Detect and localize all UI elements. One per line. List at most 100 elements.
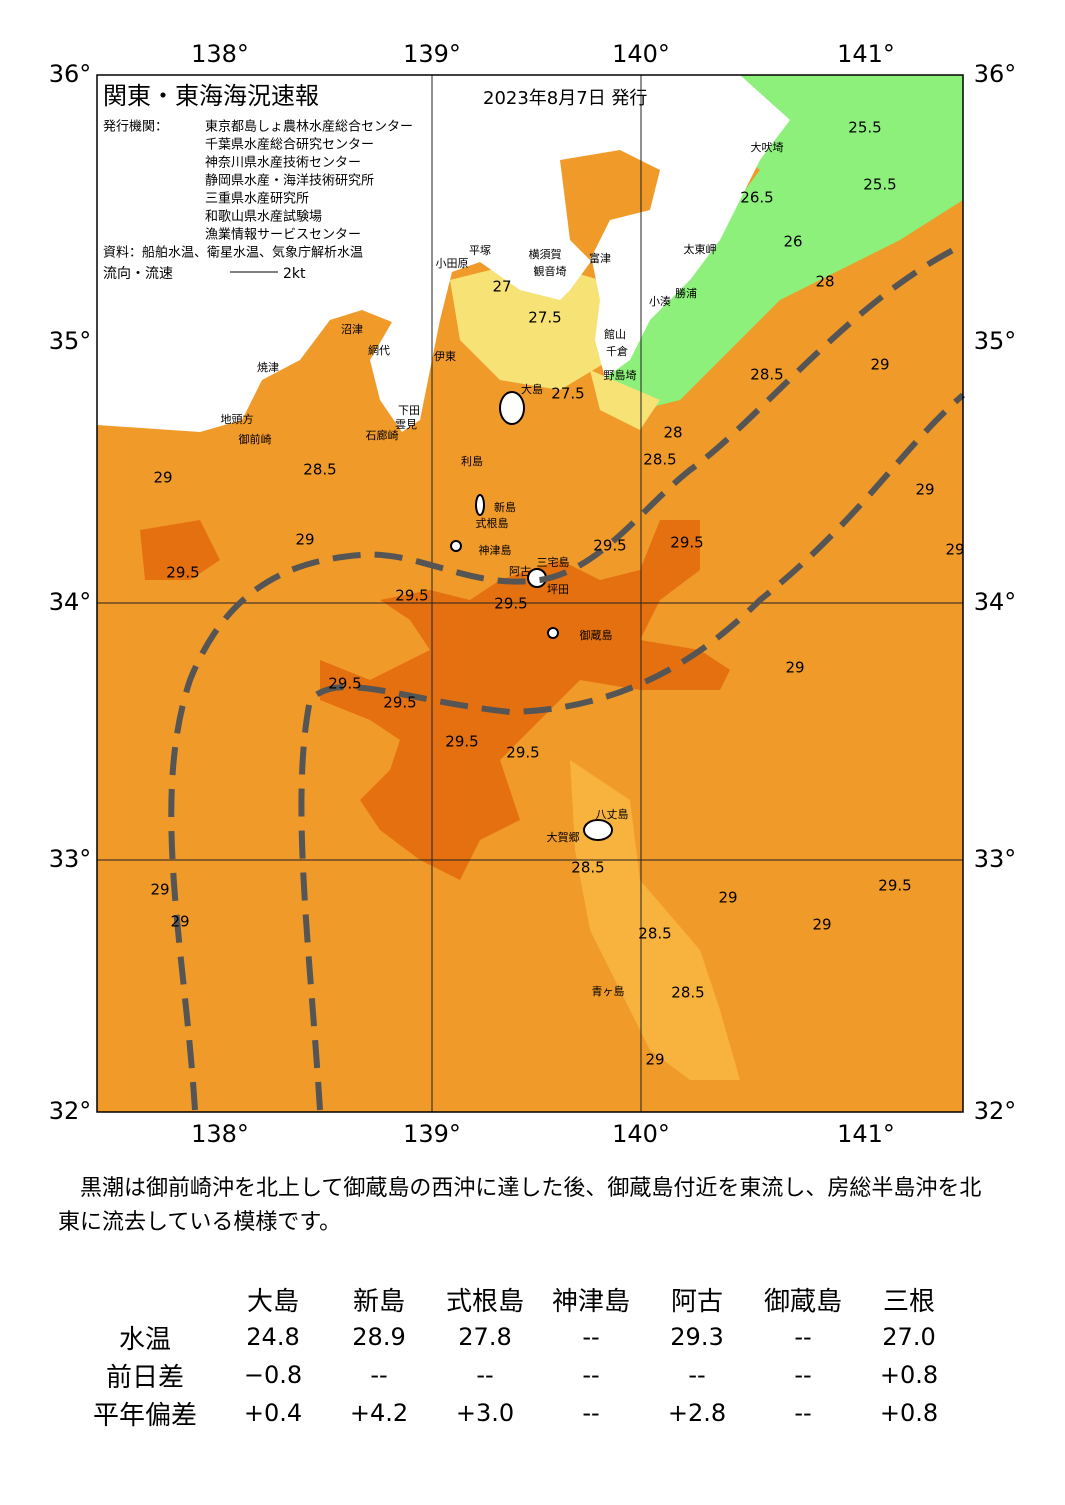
contour-label: 28 — [815, 273, 834, 291]
cell: 24.8 — [246, 1323, 300, 1351]
contour-label: 27.5 — [528, 309, 561, 327]
lat-label: 33° — [49, 845, 92, 873]
cell: -- — [688, 1361, 706, 1389]
flow-label: 流向・流速 — [103, 266, 173, 282]
issuer: 神奈川県水産技術センター — [205, 155, 361, 171]
contour-label: 29.5 — [395, 587, 428, 605]
lon-label: 140° — [612, 1120, 670, 1148]
contour-label: 29.5 — [328, 675, 361, 693]
island — [547, 627, 559, 639]
place-label: 太東岬 — [684, 243, 717, 256]
contour-label: 27 — [492, 278, 511, 296]
lon-label: 138° — [191, 1120, 249, 1148]
sagami-water — [450, 260, 610, 390]
lat-label: 36° — [49, 60, 92, 88]
place-label: 式根島 — [476, 516, 509, 530]
contour-label: 29.5 — [506, 744, 539, 762]
grid — [97, 75, 963, 1112]
place-label: 大島 — [521, 382, 543, 396]
cell: 27.8 — [458, 1323, 512, 1351]
sources: 資料：船舶水温、衛星水温、気象庁解析水温 — [103, 245, 363, 261]
lon-label: 139° — [403, 40, 461, 68]
cell: -- — [370, 1361, 388, 1389]
place-label: 新島 — [494, 500, 516, 514]
cell: -- — [794, 1361, 812, 1389]
place-label: 大吠埼 — [751, 140, 784, 154]
cell: -- — [582, 1323, 600, 1351]
hot-water — [320, 520, 730, 880]
column-header: 大島 — [246, 1286, 299, 1317]
place-label: 坪田 — [547, 583, 569, 596]
place-label: 館山 — [604, 327, 626, 341]
island — [499, 391, 525, 425]
contour-label: 29 — [915, 481, 934, 499]
place-label: 地頭方 — [221, 412, 254, 426]
contour-label: 29 — [870, 356, 889, 374]
cell: -- — [476, 1361, 494, 1389]
water — [590, 370, 660, 430]
contour-label: 29 — [645, 1051, 664, 1069]
contour-label: 28.5 — [671, 984, 704, 1002]
cell: +3.0 — [455, 1399, 515, 1427]
lon-label: 141° — [837, 40, 895, 68]
cell: 28.9 — [352, 1323, 406, 1351]
place-label: 沼津 — [341, 322, 363, 336]
place-label: 焼津 — [257, 361, 279, 374]
kuroshio-path — [298, 392, 965, 1111]
place-label: 勝浦 — [675, 286, 697, 300]
kuroshio-path — [168, 242, 965, 1111]
place-label: 観音埼 — [534, 264, 567, 278]
issuer: 三重県水産研究所 — [205, 191, 309, 207]
contour-label: 26.5 — [740, 189, 773, 207]
column-header: 阿古 — [670, 1286, 723, 1317]
cell: −0.8 — [243, 1361, 303, 1389]
place-label: 横須賀 — [529, 247, 562, 261]
place-label: 青ヶ島 — [592, 984, 625, 998]
island — [450, 540, 462, 552]
place-label: 富津 — [589, 251, 611, 265]
issuer: 漁業情報サービスセンター — [205, 227, 361, 243]
place-label: 御前崎 — [239, 432, 272, 446]
table-row: 水温 24.8 28.9 27.8 -- 29.3 -- 27.0 — [70, 1318, 962, 1356]
contour-label: 29 — [785, 659, 804, 677]
contour-label: 27.5 — [551, 385, 584, 403]
contour-label: 29.5 — [383, 694, 416, 712]
cell: -- — [582, 1399, 600, 1427]
contour-label: 29.5 — [593, 537, 626, 555]
lat-label: 32° — [974, 1097, 1017, 1125]
lon-label: 138° — [191, 40, 249, 68]
contour-label: 26 — [783, 233, 802, 251]
island — [583, 819, 613, 841]
island — [475, 494, 485, 516]
lat-label: 36° — [974, 60, 1017, 88]
cool-water — [600, 75, 963, 410]
place-label: 石廊崎 — [366, 428, 399, 442]
contour-label: 29.5 — [494, 595, 527, 613]
corner — [70, 1280, 220, 1318]
contour-label: 28.5 — [638, 925, 671, 943]
cell: +4.2 — [349, 1399, 409, 1427]
cell: +2.8 — [667, 1399, 727, 1427]
contour-label: 25.5 — [848, 119, 881, 137]
place-label: 小田原 — [436, 257, 469, 270]
issuer-label: 発行機関： — [103, 120, 168, 135]
contour-label: 29 — [150, 881, 169, 899]
contour-label: 28 — [663, 424, 682, 442]
contour-label: 29.5 — [670, 534, 703, 552]
place-label: 雲見 — [395, 418, 417, 431]
lat-label: 33° — [974, 845, 1017, 873]
contour-label: 25.5 — [863, 176, 896, 194]
map: 関東・東海海況速報 2023年8月7日 発行 発行機関： 資料：船舶水温、衛星水… — [49, 40, 1017, 1148]
contour-label: 28.5 — [571, 859, 604, 877]
lat-label: 34° — [49, 588, 92, 616]
lon-label: 140° — [612, 40, 670, 68]
warm-band — [570, 760, 740, 1080]
column-header: 神津島 — [551, 1286, 630, 1317]
cell: 29.3 — [670, 1323, 724, 1351]
contour-label: 28.5 — [750, 366, 783, 384]
data-table: 大島 新島 式根島 神津島 阿古 御蔵島 三根 水温 24.8 28.9 27.8 -- 29.3 -- 2… — [70, 1280, 962, 1432]
issuer: 静岡県水産・海洋技術研究所 — [205, 173, 374, 189]
map-frame — [96, 74, 964, 1113]
contour-label: 29.5 — [445, 733, 478, 751]
header-row: 大島 新島 式根島 神津島 阿古 御蔵島 三根 — [70, 1280, 962, 1318]
